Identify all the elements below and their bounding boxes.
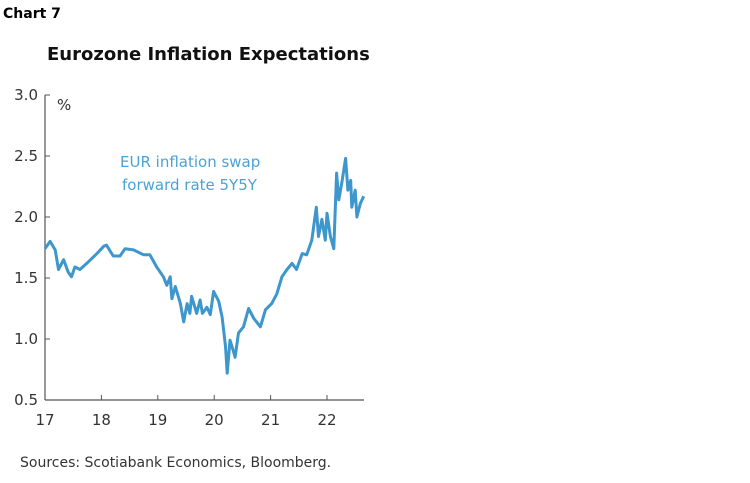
source-note: Sources: Scotiabank Economics, Bloomberg… xyxy=(20,455,332,471)
series-annotation-line-1: EUR inflation swap xyxy=(120,153,260,171)
x-tick-label: 17 xyxy=(35,411,54,429)
y-tick-label: 2.5 xyxy=(14,147,38,165)
series-line xyxy=(43,156,366,375)
series-annotation-line-2: forward rate 5Y5Y xyxy=(122,176,258,194)
y-tick-label: 0.5 xyxy=(14,391,38,409)
x-tick-label: 22 xyxy=(317,411,336,429)
chart-title: Eurozone Inflation Expectations xyxy=(47,44,370,65)
x-tick-label: 18 xyxy=(92,411,111,429)
y-tick-label: 2.0 xyxy=(14,208,38,226)
y-tick-label: 1.0 xyxy=(14,330,38,348)
chart-number-label: Chart 7 xyxy=(3,6,61,22)
y-tick-label: 1.5 xyxy=(14,269,38,287)
y-axis-unit-label: % xyxy=(57,96,71,114)
x-tick-label: 19 xyxy=(148,411,167,429)
y-tick-label: 3.0 xyxy=(14,86,38,104)
x-tick-label: 20 xyxy=(205,411,224,429)
x-tick-label: 21 xyxy=(261,411,280,429)
